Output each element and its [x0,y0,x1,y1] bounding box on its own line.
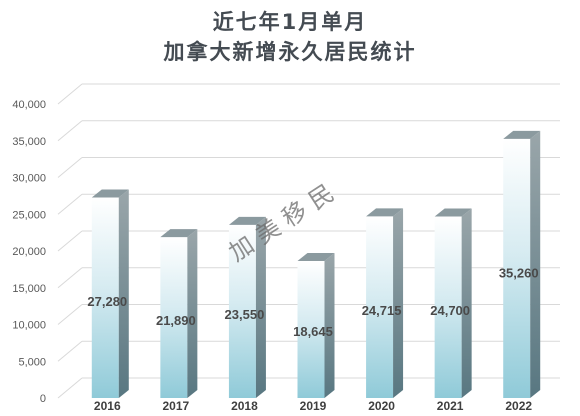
gridline-diagonal [57,377,83,399]
bar-front [91,197,119,398]
bar-front [297,260,325,398]
x-tick-label: 2018 [231,399,258,413]
gridline-diagonal [57,304,83,325]
y-tick-label: 30,000 [12,173,46,185]
gridline-diagonal [57,120,83,142]
data-label: 18,645 [293,324,333,339]
bar-top [160,229,198,238]
y-tick-label: 0 [40,393,46,405]
gridline-diagonal [57,230,83,252]
y-tick-label: 20,000 [12,246,46,258]
axis-layer: 0 5,000 10,000 15,000 20,000 25,000 30,000 35,0… [12,99,46,405]
y-tick-label: 15,000 [12,283,46,295]
bar-top [297,252,335,261]
bar-side [255,216,266,398]
data-label: 27,280 [87,294,127,309]
bar-side [324,252,335,398]
data-label: 21,890 [156,313,196,328]
x-tick-label: 2017 [163,399,190,413]
bar-top [366,208,404,217]
gridline-diagonal [57,340,83,362]
bar-side [118,189,129,398]
y-tick-label: 5,000 [18,356,46,368]
bar-top [91,189,129,198]
x-tick-label: 2022 [505,399,532,413]
data-label: 24,715 [362,303,402,318]
bar-top [228,216,266,225]
y-tick-label: 40,000 [12,99,46,111]
bar-front [228,224,256,398]
x-tick-label: 2019 [300,399,327,413]
x-tick-label: 2021 [437,399,464,413]
bar-side [393,208,404,398]
y-tick-label: 25,000 [12,209,46,221]
bar-top [434,208,472,217]
bar-front [503,138,531,399]
data-label: 35,260 [499,266,539,281]
data-label: 23,550 [225,307,265,322]
bar-side [187,229,198,398]
gridline-diagonal [57,83,83,105]
bar-front [160,237,188,398]
y-tick-label: 10,000 [12,320,46,332]
bar-top [503,130,541,139]
gridline-diagonal [57,193,83,215]
gridline-diagonal [57,157,83,178]
gridline-diagonal [57,267,83,289]
bar-front [434,216,462,398]
bar-side [530,130,541,399]
x-tick-label: 2016 [94,399,121,413]
chart-title: 近七年1月单月 [212,10,368,34]
chart-subtitle: 加拿大新增永久居民统计 [163,40,417,64]
y-tick-label: 35,000 [12,136,46,148]
bars-layer [91,130,541,399]
data-label: 24,700 [430,303,470,318]
bar-front [366,216,394,398]
x-tick-label: 2020 [368,399,395,413]
labels-layer: 27,280 2016 21,890 2017 23,550 2018 18,645 2019… [87,266,538,413]
bar-side [461,208,472,398]
